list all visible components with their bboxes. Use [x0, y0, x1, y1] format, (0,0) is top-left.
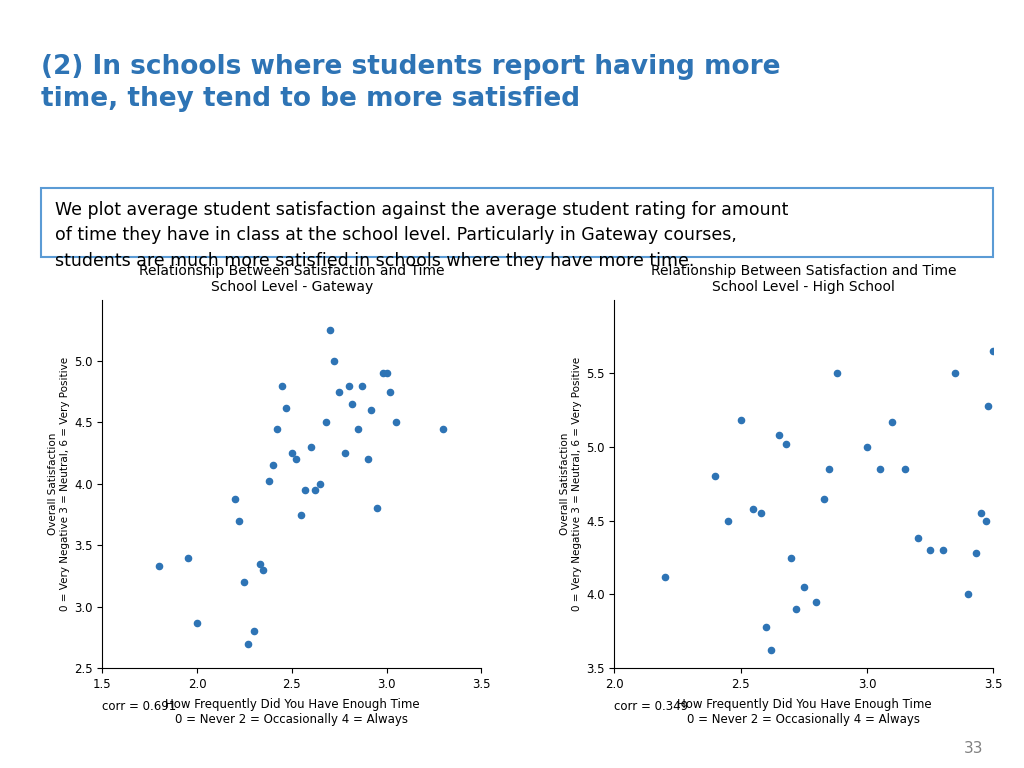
- Point: [778, 438, 795, 450]
- Point: [980, 399, 996, 412]
- Point: [884, 415, 900, 428]
- X-axis label: How Frequently Did You Have Enough Time
0 = Never 2 = Occasionally 4 = Always: How Frequently Did You Have Enough Time …: [165, 698, 419, 726]
- Point: [821, 463, 838, 475]
- Point: [788, 603, 805, 615]
- Point: [326, 355, 342, 367]
- Point: [246, 625, 262, 637]
- Point: [230, 515, 247, 527]
- Point: [753, 507, 769, 519]
- Point: [959, 588, 976, 601]
- Title: Relationship Between Satisfaction and Time
School Level - Gateway: Relationship Between Satisfaction and Ti…: [139, 264, 444, 294]
- Point: [758, 621, 774, 633]
- Point: [745, 503, 762, 515]
- Point: [293, 508, 309, 521]
- Point: [278, 402, 294, 414]
- Point: [770, 429, 786, 442]
- Point: [947, 367, 964, 379]
- Point: [859, 441, 876, 453]
- Point: [763, 644, 779, 657]
- Point: [340, 379, 357, 392]
- Point: [317, 416, 334, 429]
- Point: [708, 470, 724, 482]
- Point: [378, 367, 394, 379]
- Point: [382, 386, 398, 398]
- Point: [331, 386, 347, 398]
- Text: corr = 0.349: corr = 0.349: [614, 700, 688, 713]
- Point: [909, 532, 926, 545]
- Point: [808, 596, 824, 608]
- Point: [783, 551, 800, 564]
- Point: [255, 564, 271, 576]
- Point: [268, 422, 285, 435]
- Point: [985, 345, 1001, 357]
- Point: [297, 484, 313, 496]
- Point: [227, 492, 244, 505]
- Point: [237, 576, 253, 588]
- Point: [973, 507, 989, 519]
- Point: [922, 544, 938, 556]
- Y-axis label: Overall Satisfaction
0 = Very Negative 3 = Neutral, 6 = Very Positive: Overall Satisfaction 0 = Very Negative 3…: [48, 357, 70, 611]
- Point: [816, 492, 833, 505]
- Title: Relationship Between Satisfaction and Time
School Level - High School: Relationship Between Satisfaction and Ti…: [651, 264, 956, 294]
- Point: [796, 581, 812, 593]
- FancyBboxPatch shape: [41, 188, 993, 257]
- Point: [435, 422, 452, 435]
- Point: [656, 571, 673, 583]
- Point: [369, 502, 385, 515]
- Point: [968, 547, 984, 559]
- Point: [179, 551, 196, 564]
- Point: [240, 637, 256, 650]
- Point: [897, 463, 913, 475]
- Point: [978, 515, 994, 527]
- Point: [359, 453, 376, 465]
- Point: [306, 484, 323, 496]
- Point: [303, 441, 319, 453]
- Point: [828, 367, 845, 379]
- Point: [732, 414, 749, 426]
- Text: 33: 33: [964, 740, 983, 756]
- Point: [152, 560, 168, 572]
- Text: (2) In schools where students report having more
time, they tend to be more sati: (2) In schools where students report hav…: [41, 54, 780, 112]
- Point: [350, 422, 367, 435]
- Point: [189, 617, 206, 629]
- Point: [720, 515, 736, 527]
- Point: [252, 558, 268, 570]
- Point: [265, 459, 282, 472]
- Y-axis label: Overall Satisfaction
0 = Very Negative 3 = Neutral, 6 = Very Positive: Overall Satisfaction 0 = Very Negative 3…: [560, 357, 582, 611]
- Point: [344, 398, 360, 410]
- Text: corr = 0.691: corr = 0.691: [102, 700, 177, 713]
- Point: [871, 463, 888, 475]
- Text: We plot average student satisfaction against the average student rating for amou: We plot average student satisfaction aga…: [55, 200, 788, 270]
- Point: [337, 447, 353, 459]
- X-axis label: How Frequently Did You Have Enough Time
0 = Never 2 = Occasionally 4 = Always: How Frequently Did You Have Enough Time …: [677, 698, 931, 726]
- Point: [312, 478, 329, 490]
- Point: [288, 453, 304, 465]
- Point: [284, 447, 300, 459]
- Point: [274, 379, 291, 392]
- Point: [388, 416, 404, 429]
- Point: [375, 367, 391, 379]
- Point: [364, 404, 380, 416]
- Point: [322, 324, 338, 336]
- Point: [353, 379, 370, 392]
- Point: [261, 475, 278, 488]
- Point: [935, 544, 951, 556]
